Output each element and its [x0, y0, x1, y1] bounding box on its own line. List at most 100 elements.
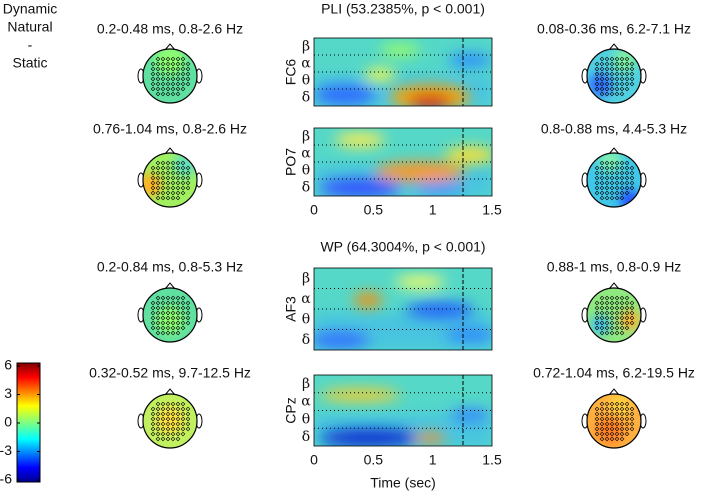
- electrode: [624, 310, 630, 316]
- electrode: [180, 56, 186, 62]
- electrode: [604, 180, 610, 186]
- channel-label: CPz: [283, 397, 299, 423]
- electrode: [619, 300, 625, 306]
- electrode: [180, 431, 186, 437]
- electrode: [165, 81, 171, 87]
- electrode: [185, 320, 191, 326]
- electrode: [614, 185, 620, 191]
- electrode: [185, 66, 191, 72]
- electrode: [165, 170, 171, 176]
- heatmap-blob: [448, 53, 492, 67]
- heatmap-blob: [320, 429, 420, 446]
- electrode: [619, 421, 625, 427]
- electrode: [150, 81, 156, 87]
- electrode: [624, 66, 630, 72]
- electrode: [160, 295, 166, 301]
- electrode: [170, 305, 176, 311]
- electrode: [599, 195, 605, 201]
- electrode: [604, 421, 610, 427]
- electrode: [629, 71, 635, 77]
- electrode: [165, 175, 171, 181]
- electrode: [175, 315, 181, 321]
- band-label: θ: [302, 411, 310, 427]
- electrode: [619, 81, 625, 87]
- electrode: [614, 411, 620, 417]
- electrode: [180, 416, 186, 422]
- electrode: [160, 86, 166, 92]
- electrode: [599, 330, 605, 336]
- electrode: [614, 426, 620, 432]
- electrode: [180, 61, 186, 67]
- electrode: [160, 91, 166, 97]
- electrode: [624, 180, 630, 186]
- heatmap-blob: [354, 293, 382, 307]
- electrode: [599, 71, 605, 77]
- electrode: [609, 91, 615, 97]
- electrode: [599, 56, 605, 62]
- electrode: [629, 416, 635, 422]
- heatmap-frame: [313, 374, 493, 447]
- electrode: [619, 61, 625, 67]
- electrode: [624, 300, 630, 306]
- electrode: [624, 56, 630, 62]
- electrode: [599, 81, 605, 87]
- electrode: [604, 61, 610, 67]
- electrode: [619, 185, 625, 191]
- electrode: [604, 195, 610, 201]
- electrode: [170, 426, 176, 432]
- electrode: [599, 431, 605, 437]
- electrode: [604, 325, 610, 331]
- electrode: [599, 295, 605, 301]
- electrode: [609, 175, 615, 181]
- electrode: [604, 300, 610, 306]
- electrode: [594, 71, 600, 77]
- electrode: [170, 91, 176, 97]
- electrode: [180, 170, 186, 176]
- electrode: [619, 416, 625, 422]
- electrode: [609, 401, 615, 407]
- head-blob: [596, 416, 624, 444]
- electrode: [180, 406, 186, 412]
- electrode: [160, 406, 166, 412]
- head-blob: [590, 315, 610, 335]
- electrode: [165, 71, 171, 77]
- electrode: [165, 56, 171, 62]
- electrode: [165, 160, 171, 166]
- electrode: [619, 401, 625, 407]
- electrode: [599, 170, 605, 176]
- electrode: [150, 175, 156, 181]
- electrode: [609, 86, 615, 92]
- heatmap-blobs: [314, 276, 492, 348]
- electrode: [609, 436, 615, 442]
- electrode: [170, 310, 176, 316]
- electrode: [170, 190, 176, 196]
- electrode: [629, 421, 635, 427]
- electrode: [185, 416, 191, 422]
- electrode: [170, 295, 176, 301]
- electrode: [624, 175, 630, 181]
- electrode: [599, 416, 605, 422]
- electrode: [180, 76, 186, 82]
- electrode: [624, 76, 630, 82]
- electrode: [165, 61, 171, 67]
- electrode: [150, 76, 156, 82]
- panel-title: WP (64.3004%, p < 0.001): [320, 239, 485, 255]
- electrode: [604, 66, 610, 72]
- electrode: [614, 160, 620, 166]
- band-label: β: [302, 376, 310, 392]
- electrode: [604, 406, 610, 412]
- electrode: [594, 305, 600, 311]
- electrode: [599, 406, 605, 412]
- heatmap-blob: [320, 389, 400, 401]
- head-nose: [608, 388, 620, 396]
- electrode: [170, 71, 176, 77]
- electrode: [170, 175, 176, 181]
- electrode: [599, 61, 605, 67]
- electrode: [624, 61, 630, 67]
- electrode: [160, 300, 166, 306]
- electrode: [180, 305, 186, 311]
- channel-label: AF3: [283, 296, 299, 322]
- electrode: [624, 320, 630, 326]
- electrode: [629, 66, 635, 72]
- electrode: [594, 170, 600, 176]
